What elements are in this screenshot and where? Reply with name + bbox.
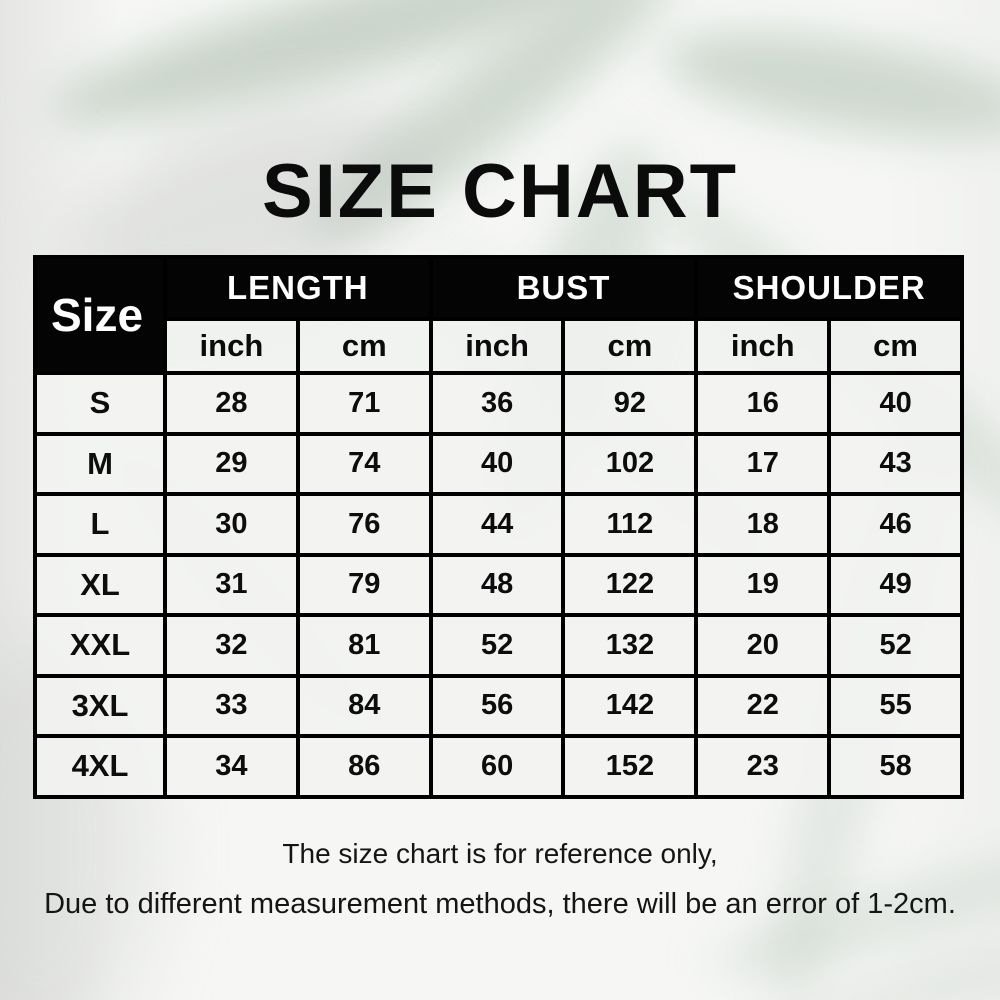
value-cell: 86 [295,734,433,799]
value-cell: 55 [827,673,964,738]
value-cell: 102 [561,431,699,496]
table-row: 3XL 33 84 56 142 22 55 [33,673,964,738]
value-cell: 40 [428,431,566,496]
value-cell: 16 [694,371,832,436]
value-cell: 92 [561,371,699,436]
column-group-bust: BUST [428,255,699,321]
value-cell: 31 [163,552,300,617]
value-cell: 43 [827,431,964,496]
column-group-length: LENGTH [163,255,433,321]
value-cell: 44 [428,492,566,557]
value-cell: 30 [163,492,300,557]
size-cell: M [33,431,167,496]
value-cell: 34 [163,734,300,799]
value-cell: 152 [561,734,699,799]
table-row: 4XL 34 86 60 152 23 58 [33,734,964,799]
value-cell: 84 [295,673,433,738]
value-cell: 74 [295,431,433,496]
value-cell: 33 [163,673,300,738]
unit-header: cm [295,317,433,375]
value-cell: 56 [428,673,566,738]
value-cell: 142 [561,673,699,738]
size-column-header: Size [33,255,167,375]
value-cell: 17 [694,431,832,496]
value-cell: 49 [827,552,964,617]
value-cell: 19 [694,552,832,617]
value-cell: 32 [163,613,300,678]
value-cell: 36 [428,371,566,436]
value-cell: 76 [295,492,433,557]
table-row: M 29 74 40 102 17 43 [33,431,964,496]
value-cell: 58 [827,734,964,799]
unit-header: inch [163,317,300,375]
page-title: SIZE CHART [262,149,738,234]
size-cell: L [33,492,167,557]
size-cell: 3XL [33,673,167,738]
value-cell: 81 [295,613,433,678]
unit-header: inch [694,317,832,375]
value-cell: 22 [694,673,832,738]
header-units-row: inch cm inch cm inch cm [35,317,964,375]
value-cell: 46 [827,492,964,557]
value-cell: 29 [163,431,300,496]
header-group-row: Size LENGTH BUST SHOULDER [33,255,964,375]
table-row: XXL 32 81 52 132 20 52 [33,613,964,678]
footer-note: The size chart is for reference only, Du… [0,838,1000,921]
value-cell: 122 [561,552,699,617]
value-cell: 20 [694,613,832,678]
size-cell: 4XL [33,734,167,799]
footer-note-line1: The size chart is for reference only, [282,838,718,869]
value-cell: 60 [428,734,566,799]
size-cell: XXL [33,613,167,678]
unit-header: inch [428,317,566,375]
size-cell: S [33,371,167,436]
value-cell: 52 [827,613,964,678]
value-cell: 52 [428,613,566,678]
table-row: S 28 71 36 92 16 40 [33,371,964,436]
footer-note-line2: Due to different measurement methods, th… [44,888,956,920]
value-cell: 18 [694,492,832,557]
value-cell: 79 [295,552,433,617]
value-cell: 23 [694,734,832,799]
unit-header: cm [561,317,699,375]
value-cell: 28 [163,371,300,436]
table-row: L 30 76 44 112 18 46 [33,492,964,557]
value-cell: 112 [561,492,699,557]
column-group-shoulder: SHOULDER [694,255,964,321]
value-cell: 71 [295,371,433,436]
size-chart-table: Size LENGTH BUST SHOULDER inch cm inch c… [33,255,964,799]
size-cell: XL [33,552,167,617]
table-row: XL 31 79 48 122 19 49 [33,552,964,617]
value-cell: 40 [827,371,964,436]
unit-header: cm [827,317,964,375]
value-cell: 48 [428,552,566,617]
value-cell: 132 [561,613,699,678]
